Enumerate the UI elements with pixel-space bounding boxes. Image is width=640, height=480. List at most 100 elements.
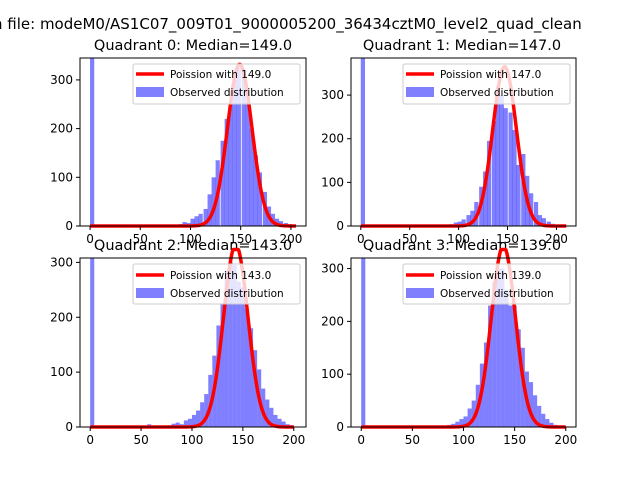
y-tick-label: 100 bbox=[321, 367, 344, 381]
histogram-bar bbox=[182, 222, 187, 226]
histogram-bar bbox=[492, 281, 497, 427]
x-tick-label: 50 bbox=[405, 433, 420, 447]
histogram-bar bbox=[491, 121, 497, 226]
legend-2: Poission with 143.0 Observed distributio… bbox=[132, 263, 301, 305]
legend-hist-label-0: Observed distribution bbox=[170, 87, 284, 99]
y-axis-0: 0 100 200 300 bbox=[50, 73, 80, 233]
histogram-bar bbox=[236, 67, 241, 227]
histogram-bar bbox=[516, 329, 521, 427]
histogram-bar bbox=[466, 215, 471, 226]
x-axis-2: 0 50 100 150 200 bbox=[86, 427, 305, 447]
x-axis-1: 0 50 100 150 200 bbox=[357, 226, 568, 246]
y-tick-label: 300 bbox=[50, 73, 73, 87]
histogram-bar bbox=[224, 270, 229, 427]
histogram-bar bbox=[488, 305, 493, 427]
subplot-quadrant-3: Quadrant 3: Median=139.0 0 50 100 150 200 0 1… bbox=[321, 238, 577, 447]
histogram-bar bbox=[220, 303, 225, 427]
x-tick-label: 150 bbox=[229, 232, 252, 246]
subplot-quadrant-0: Quadrant 0: Median=149.0 0 50 100 150 200 0 1… bbox=[50, 38, 307, 246]
subplot-title-3: Quadrant 3: Median=139.0 bbox=[363, 238, 561, 254]
histogram-bar bbox=[198, 213, 203, 226]
histogram-bar bbox=[467, 408, 472, 427]
histogram-bars-0 bbox=[90, 58, 297, 227]
histogram-bar bbox=[175, 422, 180, 427]
legend-fit-label-0: Poission with 149.0 bbox=[170, 69, 271, 81]
histogram-bar bbox=[516, 164, 521, 226]
histogram-bar bbox=[274, 218, 280, 226]
legend-box-0 bbox=[132, 63, 301, 105]
y-tick-label: 200 bbox=[50, 122, 73, 136]
x-tick-label: 100 bbox=[179, 232, 202, 246]
histogram-bar bbox=[281, 421, 286, 427]
histogram-bar bbox=[191, 414, 197, 427]
x-tick-label: 0 bbox=[357, 232, 365, 246]
histogram-bar bbox=[240, 287, 245, 427]
legend-box-2 bbox=[132, 263, 301, 305]
histogram-bar bbox=[203, 208, 208, 226]
y-tick-label: 100 bbox=[50, 365, 73, 379]
axes-frame-0 bbox=[79, 57, 307, 227]
legend-hist-label-2: Observed distribution bbox=[170, 288, 284, 300]
x-tick-label: 150 bbox=[231, 433, 254, 447]
histogram-bar bbox=[463, 416, 468, 427]
histogram-bars-2 bbox=[90, 258, 294, 427]
legend-fit-label-1: Poission with 147.0 bbox=[440, 69, 541, 81]
legend-0: Poission with 149.0 Observed distributio… bbox=[132, 63, 301, 105]
histogram-bar bbox=[190, 218, 195, 226]
legend-hist-swatch-0 bbox=[136, 87, 164, 97]
axes-frame-1 bbox=[350, 57, 577, 227]
histogram-bar bbox=[224, 118, 229, 226]
histogram-bar bbox=[508, 112, 513, 226]
histogram-bar bbox=[549, 422, 554, 427]
histogram-bar bbox=[232, 265, 237, 427]
x-tick-label: 200 bbox=[554, 433, 577, 447]
histogram-bar bbox=[257, 172, 263, 226]
histogram-bar bbox=[187, 418, 192, 427]
legend-hist-label-3: Observed distribution bbox=[440, 288, 554, 300]
subplot-title-0: Quadrant 0: Median=149.0 bbox=[94, 38, 292, 54]
legend-hist-swatch-3 bbox=[406, 288, 434, 298]
x-tick-label: 100 bbox=[452, 433, 475, 447]
y-tick-label: 0 bbox=[65, 219, 73, 233]
histogram-bar bbox=[265, 399, 270, 427]
histogram-bar bbox=[228, 262, 233, 427]
histogram-bar bbox=[277, 418, 282, 427]
histogram-bar bbox=[495, 86, 500, 226]
histogram-bar bbox=[228, 104, 233, 226]
x-tick-label: 0 bbox=[357, 433, 365, 447]
histogram-bar bbox=[183, 420, 188, 427]
histogram-bar bbox=[504, 289, 509, 427]
histogram-bar bbox=[503, 108, 508, 226]
y-tick-label: 200 bbox=[321, 132, 344, 146]
histogram-bar bbox=[541, 413, 546, 427]
histogram-bar bbox=[459, 419, 464, 427]
axes-frame-2 bbox=[79, 257, 307, 428]
histogram-bar bbox=[471, 400, 476, 427]
histogram-bar bbox=[220, 140, 225, 226]
histogram-bar bbox=[278, 221, 284, 226]
histogram-bar bbox=[253, 350, 258, 427]
y-tick-label: 100 bbox=[50, 170, 73, 184]
histogram-bar bbox=[455, 421, 460, 427]
histogram-bar bbox=[236, 281, 241, 427]
histogram-bar bbox=[249, 128, 254, 226]
x-tick-label: 50 bbox=[133, 433, 148, 447]
subplot-quadrant-2: Quadrant 2: Median=143.0 0 50 100 150 200 0 1… bbox=[50, 238, 307, 447]
histogram-bar bbox=[483, 342, 489, 427]
histogram-bar bbox=[200, 402, 205, 427]
legend-hist-swatch-2 bbox=[136, 288, 164, 298]
histogram-bar bbox=[196, 410, 201, 427]
x-tick-label: 50 bbox=[133, 232, 148, 246]
histogram-bar bbox=[483, 171, 488, 226]
y-axis-1: 0 100 200 300 bbox=[321, 88, 351, 233]
histogram-bar bbox=[470, 210, 475, 226]
histogram-bar bbox=[533, 202, 539, 226]
histogram-bar bbox=[512, 305, 517, 427]
legend-1: Poission with 147.0 Observed distributio… bbox=[402, 63, 571, 105]
y-tick-label: 0 bbox=[65, 420, 73, 434]
y-tick-label: 0 bbox=[336, 219, 344, 233]
histogram-bar bbox=[204, 394, 209, 427]
histogram-bar bbox=[533, 395, 538, 427]
histogram-bar bbox=[207, 194, 212, 226]
